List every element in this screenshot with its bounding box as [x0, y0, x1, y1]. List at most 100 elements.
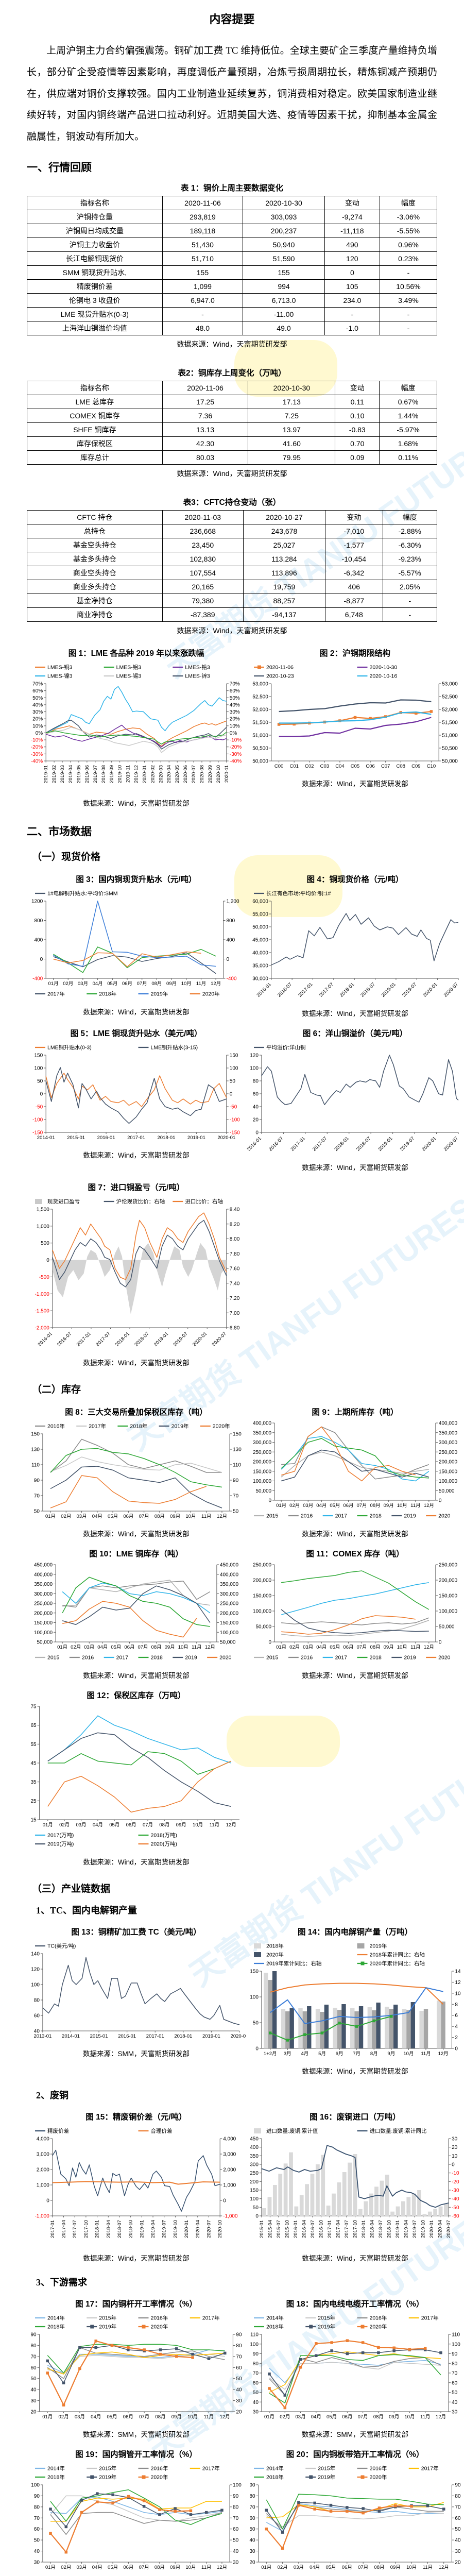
table-cell: 20,165 — [162, 579, 244, 594]
svg-text:04月: 04月 — [91, 2414, 101, 2420]
table-cell: SMM 铜现货升贴水, — [27, 265, 163, 280]
svg-text:-100: -100 — [230, 1117, 240, 1123]
series-marker — [369, 717, 372, 720]
legend-label: 2016 — [301, 1654, 313, 1660]
svg-text:-10: -10 — [452, 2171, 459, 2176]
legend-label: 2017年 — [202, 2465, 220, 2471]
svg-text:10月: 10月 — [397, 1645, 407, 1650]
legend-marker — [142, 2475, 146, 2479]
svg-text:100: 100 — [250, 1994, 259, 2000]
svg-text:110: 110 — [452, 2332, 460, 2337]
svg-text:300,000: 300,000 — [34, 1591, 53, 1597]
series-line — [269, 2357, 441, 2396]
figure-12: 图 12：保税区库存（万吨） 75 65 55 45 35 25 15 01月 02月 03月 04月… — [27, 1685, 246, 1871]
series-marker — [268, 2372, 271, 2376]
svg-text:100,000: 100,000 — [253, 1608, 272, 1614]
series-marker — [315, 2342, 318, 2345]
table-cell: 49.0 — [243, 320, 325, 335]
svg-text:2017-01: 2017-01 — [76, 1331, 92, 1347]
figure-source: 数据来源：Wind，天富期货研发部 — [83, 2254, 190, 2262]
table-row: COMEX 铜库存 7.36 7.25 0.10 1.44% — [27, 408, 437, 423]
svg-text:06月: 06月 — [123, 1514, 133, 1519]
svg-text:80: 80 — [452, 2361, 458, 2367]
svg-text:800: 800 — [227, 918, 235, 924]
series-line — [62, 1601, 197, 1638]
svg-text:40: 40 — [249, 2538, 255, 2544]
series-line — [53, 946, 216, 973]
section-2c2-heading: 2、废铜 — [36, 2090, 68, 2100]
svg-text:2019-01: 2019-01 — [139, 2220, 145, 2238]
bar — [372, 2010, 376, 2048]
svg-text:2017-01: 2017-01 — [297, 981, 314, 998]
series-marker — [299, 2365, 302, 2369]
figure-chart-wrap: 250,000 200,000 150,000 100,000 50,000 0 250,0… — [246, 1561, 464, 1669]
svg-text:C00: C00 — [274, 764, 283, 769]
svg-text:2017-10: 2017-10 — [83, 2220, 89, 2238]
legend-label: 2015 — [47, 1654, 60, 1660]
table-cell: 17.25 — [162, 394, 249, 409]
table-cell: 0.10 — [335, 408, 380, 423]
table-cell: 0.09 — [335, 450, 380, 465]
figure-chart-wrap: 2014年 2015年 2016年 2017年 2018年 2019年 2020年 110 10… — [246, 2311, 464, 2428]
svg-text:70: 70 — [34, 2516, 40, 2521]
bar — [389, 2008, 394, 2048]
svg-text:-50: -50 — [36, 1104, 43, 1110]
svg-text:800: 800 — [35, 918, 43, 924]
series-marker — [283, 2406, 287, 2410]
svg-text:2019-10: 2019-10 — [173, 2220, 178, 2238]
series-marker — [423, 2347, 427, 2350]
series-marker — [46, 2359, 49, 2363]
figure-title: 图 3：国内铜现货升贴水（元/吨） — [76, 875, 197, 884]
svg-text:0%: 0% — [36, 731, 43, 736]
series-line — [269, 2354, 441, 2403]
legend-label: 2020年 — [151, 2473, 168, 2480]
table-cell: 105 — [324, 279, 380, 294]
svg-text:50: 50 — [233, 2538, 239, 2544]
svg-text:-30%: -30% — [31, 752, 43, 757]
svg-text:40: 40 — [34, 2549, 40, 2554]
svg-text:2018-10: 2018-10 — [128, 2220, 134, 2238]
legend-label: 2020-10-30 — [370, 664, 398, 670]
svg-text:60: 60 — [249, 2516, 255, 2521]
svg-text:40%: 40% — [230, 702, 240, 708]
svg-text:0%: 0% — [230, 731, 237, 736]
figure-source: 数据来源：Wind，天富期货研发部 — [302, 1530, 408, 1538]
legend-label: 进口数量:废铜:累计值 — [266, 2127, 318, 2134]
series-marker — [49, 2532, 52, 2535]
svg-text:100: 100 — [250, 2342, 259, 2347]
svg-text:2018-01: 2018-01 — [95, 2220, 100, 2238]
svg-text:50: 50 — [455, 2527, 461, 2532]
svg-text:20: 20 — [452, 2145, 458, 2150]
series-line — [50, 2489, 222, 2525]
table-row: 商业空头持仓 107,554 113,896 -6,342 -5.57% — [27, 565, 438, 580]
figure-source: 数据来源：Wind，天富期货研发部 — [83, 1359, 190, 1367]
svg-text:2020-01: 2020-01 — [422, 981, 438, 998]
svg-text:150,000: 150,000 — [220, 1620, 239, 1626]
table-cell: 基金多头持仓 — [27, 551, 163, 566]
table-row: 精废铜价差 1,099 994 105 10.56% — [27, 279, 438, 294]
svg-text:20%: 20% — [230, 717, 240, 722]
svg-text:-10%: -10% — [31, 738, 43, 743]
svg-text:2018-01: 2018-01 — [361, 2220, 367, 2238]
series-line — [271, 913, 459, 965]
svg-text:03月: 03月 — [77, 1514, 87, 1519]
svg-text:2019-10: 2019-10 — [421, 2220, 426, 2238]
series-marker — [191, 2356, 194, 2359]
svg-text:7.40: 7.40 — [230, 1281, 240, 1286]
series-marker — [175, 2355, 178, 2358]
table-row: 沪铜持仓量 293,819 303,093 -9,274 -3.06% — [27, 209, 438, 224]
series-marker — [329, 2503, 333, 2507]
svg-text:10月: 10月 — [178, 1645, 188, 1650]
legend-label: 2020 — [438, 1654, 451, 1660]
svg-text:150,000: 150,000 — [253, 1593, 272, 1599]
table-header-cell: 2020-10-27 — [243, 510, 326, 524]
svg-text:4,000: 4,000 — [37, 2136, 49, 2142]
svg-text:50: 50 — [34, 2538, 40, 2544]
svg-text:12月: 12月 — [439, 2565, 449, 2570]
series-line — [279, 699, 432, 713]
svg-text:60: 60 — [233, 2527, 239, 2532]
svg-text:2020-07: 2020-07 — [191, 765, 197, 783]
table-header-cell: 变动 — [325, 510, 383, 524]
svg-text:02月: 02月 — [71, 1645, 81, 1650]
figure-chart: LME铜升贴水(0-3) LME铜升贴水(3-15) 150 100 50 0 -50 -10… — [32, 1044, 240, 1141]
